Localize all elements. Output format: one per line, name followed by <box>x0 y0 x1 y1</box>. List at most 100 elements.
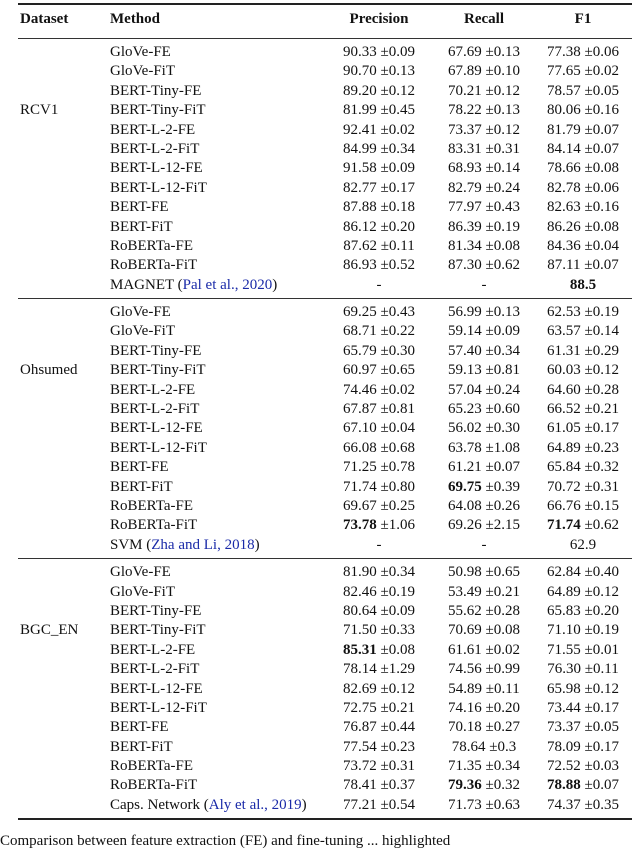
f1-cell: 61.31 ±0.29 <box>534 342 632 361</box>
recall-value: 65.23 <box>448 401 482 418</box>
recall-value: 78.64 <box>451 738 486 755</box>
citation-link[interactable]: Zha and Li, 2018 <box>151 536 255 553</box>
f1-value: 77.38 <box>547 44 581 60</box>
f1-value: 62.84 <box>547 564 581 581</box>
precision-cell: 91.58 ±0.09 <box>324 159 434 178</box>
table-row: BERT-L-12-FiT 72.75 ±0.21 74.16 ±0.20 73.44… <box>18 699 632 718</box>
precision-value: 71.74 <box>343 478 377 495</box>
section-bgc-en: GloVe-FE 81.90 ±0.34 50.98 ±0.65 62.84 ±0.4… <box>18 559 632 818</box>
recall-value: 70.21 <box>448 82 482 99</box>
dataset-cell <box>18 602 110 621</box>
method-name: RoBERTa-FE <box>110 237 194 254</box>
recall-cell: 70.69 ±0.08 <box>434 621 534 640</box>
precision-value: 90.70 <box>343 63 377 80</box>
recall-cell: 77.97 ±0.43 <box>434 198 534 217</box>
recall-cell: 74.56 ±0.99 <box>434 660 534 679</box>
method-name: GloVe-FiT <box>110 583 175 600</box>
f1-cell: 82.78 ±0.06 <box>534 179 632 198</box>
method-cell: BERT-L-12-FE <box>110 159 324 178</box>
table-row: GloVe-FE 81.90 ±0.34 50.98 ±0.65 62.84 ±0.4… <box>18 563 632 582</box>
recall-value: 68.93 <box>448 160 482 177</box>
f1-value: 78.66 <box>547 160 581 177</box>
recall-value: 82.79 <box>448 179 482 196</box>
recall-value: 67.69 <box>448 44 482 60</box>
f1-std: ±0.11 <box>584 661 619 678</box>
f1-std: ±0.02 <box>584 63 619 80</box>
recall-cell: 55.62 ±0.28 <box>434 602 534 621</box>
f1-std: ±0.07 <box>584 121 619 138</box>
precision-value: 78.14 <box>343 661 377 678</box>
precision-cell: 78.14 ±1.29 <box>324 660 434 679</box>
table-row: BERT-FiT 77.54 ±0.23 78.64 ±0.3 78.09 ±0.17 <box>18 738 632 757</box>
f1-cell: 74.37 ±0.35 <box>534 796 632 815</box>
recall-std: ±0.81 <box>485 362 520 379</box>
precision-value: 82.77 <box>343 179 377 196</box>
recall-cell: 59.13 ±0.81 <box>434 361 534 380</box>
recall-std: ±0.43 <box>485 199 520 216</box>
table-row: BERT-L-12-FE 67.10 ±0.04 56.02 ±0.30 61.05 … <box>18 419 632 438</box>
recall-cell: 81.34 ±0.08 <box>434 237 534 256</box>
precision-value: 73.72 <box>343 758 377 775</box>
table-row: SVM (Zha and Li, 2018) - - 62.9 <box>18 536 632 555</box>
precision-std: ±0.11 <box>380 237 415 254</box>
recall-cell: 54.89 ±0.11 <box>434 680 534 699</box>
recall-std: ±0.30 <box>485 420 520 437</box>
method-cell: RoBERTa-FiT <box>110 256 324 275</box>
recall-value: 78.22 <box>448 102 482 119</box>
precision-cell: 76.87 ±0.44 <box>324 718 434 737</box>
precision-std: ±0.13 <box>380 63 415 80</box>
section-rule <box>18 558 632 560</box>
recall-value: 59.14 <box>448 323 482 340</box>
f1-std: ±0.12 <box>584 583 619 600</box>
precision-value: 60.97 <box>343 362 377 379</box>
dataset-cell <box>18 237 110 256</box>
section-rule <box>18 298 632 300</box>
precision-value: 68.71 <box>343 323 377 340</box>
recall-cell: 67.69 ±0.13 <box>434 43 534 62</box>
table-row: BERT-FE 76.87 ±0.44 70.18 ±0.27 73.37 ±0.05 <box>18 718 632 737</box>
f1-std: ±0.62 <box>584 517 619 534</box>
f1-cell: 84.36 ±0.04 <box>534 237 632 256</box>
precision-cell: 81.99 ±0.45 <box>324 101 434 120</box>
recall-cell: 57.04 ±0.24 <box>434 381 534 400</box>
recall-value: 73.37 <box>448 121 482 138</box>
f1-std: ±0.03 <box>584 758 619 775</box>
dataset-cell <box>18 680 110 699</box>
f1-value: 81.79 <box>547 121 581 138</box>
table-row: BERT-FE 71.25 ±0.78 61.21 ±0.07 65.84 ±0.32 <box>18 458 632 477</box>
precision-cell: 69.25 ±0.43 <box>324 303 434 322</box>
f1-cell: 66.52 ±0.21 <box>534 400 632 419</box>
precision-cell: 73.78 ±1.06 <box>324 516 434 535</box>
citation-link[interactable]: Aly et al., 2019 <box>208 796 302 813</box>
precision-std: ±0.09 <box>380 44 415 60</box>
recall-std: ±0.31 <box>485 140 520 157</box>
precision-std: ±0.44 <box>380 719 415 736</box>
recall-value: 81.34 <box>448 237 482 254</box>
f1-std: ±0.17 <box>584 738 619 755</box>
bottom-rule <box>18 818 632 821</box>
recall-value: 67.89 <box>448 63 482 80</box>
precision-std: ±0.12 <box>380 82 415 99</box>
citation-link[interactable]: Pal et al., 2020 <box>182 276 273 293</box>
precision-value: 82.69 <box>343 680 377 697</box>
method-name: BERT-L-2-FiT <box>110 401 200 418</box>
recall-std: ±0.39 <box>485 478 520 495</box>
dataset-cell <box>18 159 110 178</box>
header-recall: Recall <box>464 11 504 27</box>
f1-value: 78.57 <box>547 82 581 99</box>
f1-std: ±0.28 <box>584 381 619 398</box>
dataset-cell <box>18 641 110 660</box>
recall-std: ±0.13 <box>485 102 520 119</box>
method-cell: Caps. Network (Aly et al., 2019) <box>110 796 307 813</box>
method-cell: BERT-Tiny-FE <box>110 82 324 101</box>
table-row: GloVe-FE 90.33 ±0.09 67.69 ±0.13 77.38 ±0.0… <box>18 43 632 62</box>
precision-cell: 86.93 ±0.52 <box>324 256 434 275</box>
recall-value: 54.89 <box>448 680 483 697</box>
table-row: BERT-FiT 86.12 ±0.20 86.39 ±0.19 86.26 ±0.0… <box>18 218 632 237</box>
f1-value: 64.60 <box>547 381 581 398</box>
f1-std: ±0.01 <box>584 641 619 658</box>
table-body: GloVe-FE 90.33 ±0.09 67.69 ±0.13 77.38 ±0.0… <box>18 39 632 818</box>
table-row: BERT-L-2-FiT 84.99 ±0.34 83.31 ±0.31 84.14 … <box>18 140 632 159</box>
header-rule <box>18 38 632 39</box>
f1-value: 71.74 <box>547 517 581 534</box>
